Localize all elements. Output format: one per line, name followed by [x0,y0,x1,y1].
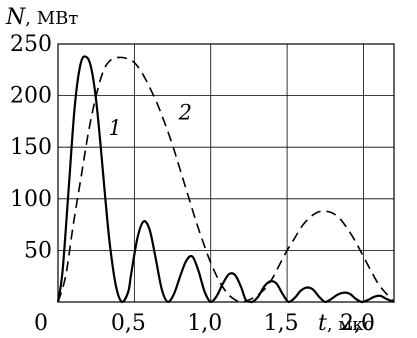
curve-label-1: 1 [108,116,121,140]
y-tick-label: 150 [10,135,52,160]
y-tick-label: 200 [10,84,52,109]
grid-lines [58,44,394,302]
x-tick-labels: 0 0,5 1,0 1,5 2,0 [34,311,375,336]
y-tick-label: 100 [10,187,52,212]
plot-frame [57,43,395,303]
x-tick-label: 1,5 [264,311,299,336]
x-tick-label: 0,5 [111,311,146,336]
curve-label-2: 2 [178,100,192,124]
y-tick-label: 50 [24,238,52,263]
y-axis-label: N, МВт [5,5,78,30]
series-2-line [57,56,395,303]
y-axis-unit: , МВт [25,8,78,29]
x-tick-label: 1,0 [187,311,222,336]
x-axis-unit: , мкс [327,314,374,335]
x-tick-label: 2,0 [340,311,375,336]
series-1-line [56,55,395,304]
x-axis-label: t, мкс [318,311,374,336]
y-tick-labels: 50 100 150 200 250 [10,32,52,263]
x-tick-label: 0 [34,311,48,336]
y-axis-symbol: N [5,5,26,30]
x-axis-symbol: t [318,311,327,336]
y-tick-label: 250 [10,32,52,57]
